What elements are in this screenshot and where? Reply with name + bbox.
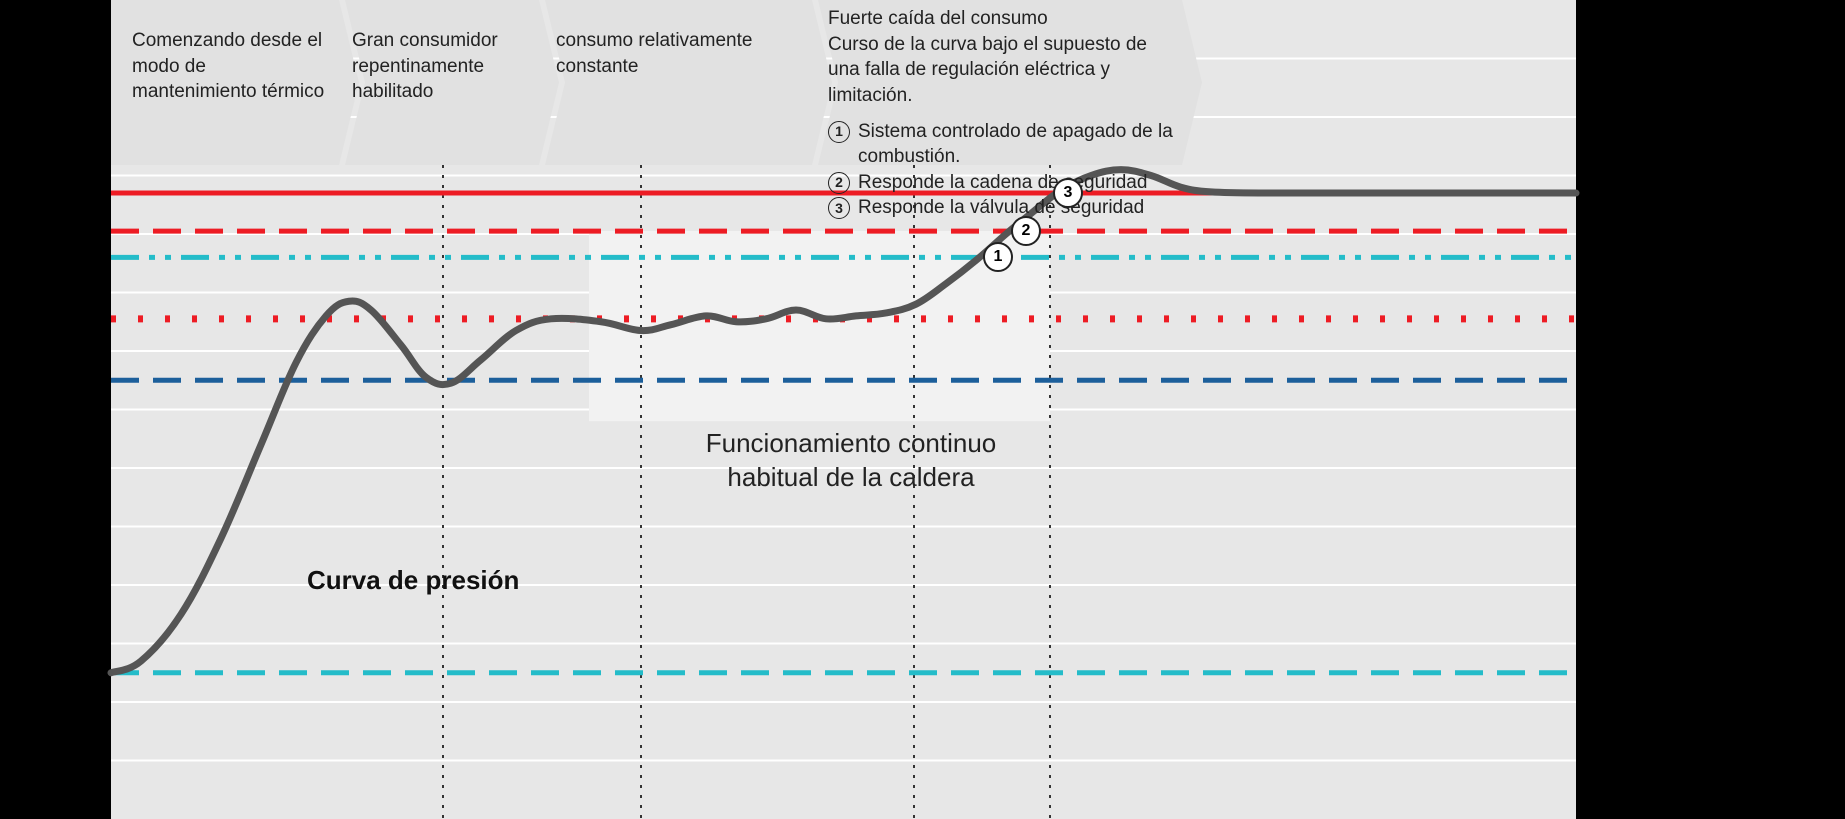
- circled-number-icon: 3: [828, 197, 850, 219]
- phase-4-item-2: 2 Responde la cadena de seguridad: [828, 170, 1178, 196]
- center-box-label: Funcionamiento continuo habitual de la c…: [701, 427, 1001, 495]
- phase-4-item-text: Responde la válvula de seguridad: [858, 195, 1144, 221]
- curve-marker-2: 2: [1011, 216, 1041, 246]
- circled-number-icon: 2: [828, 172, 850, 194]
- phase-4-item-3: 3 Responde la válvula de seguridad: [828, 195, 1178, 221]
- curve-label: Curva de presión: [307, 565, 519, 596]
- phase-4-item-text: Sistema controlado de apagado de la comb…: [858, 119, 1178, 170]
- phase-label-2: Gran consumidor repentinamente habilitad…: [352, 28, 537, 105]
- phase-label-4: Fuerte caída del consumo Curso de la cur…: [828, 6, 1178, 221]
- phase-label-1: Comenzando desde el modo de mantenimient…: [132, 28, 332, 105]
- circled-number-icon: 1: [828, 121, 850, 143]
- curve-marker-3: 3: [1053, 178, 1083, 208]
- curve-marker-1: 1: [983, 242, 1013, 272]
- phase-4-item-1: 1 Sistema controlado de apagado de la com…: [828, 119, 1178, 170]
- chart-container: Comenzando desde el modo de mantenimient…: [0, 0, 1845, 819]
- phase-4-intro: Fuerte caída del consumo Curso de la cur…: [828, 6, 1178, 109]
- phase-label-3: consumo relativamente constante: [556, 28, 786, 79]
- phase-4-item-text: Responde la cadena de seguridad: [858, 170, 1147, 196]
